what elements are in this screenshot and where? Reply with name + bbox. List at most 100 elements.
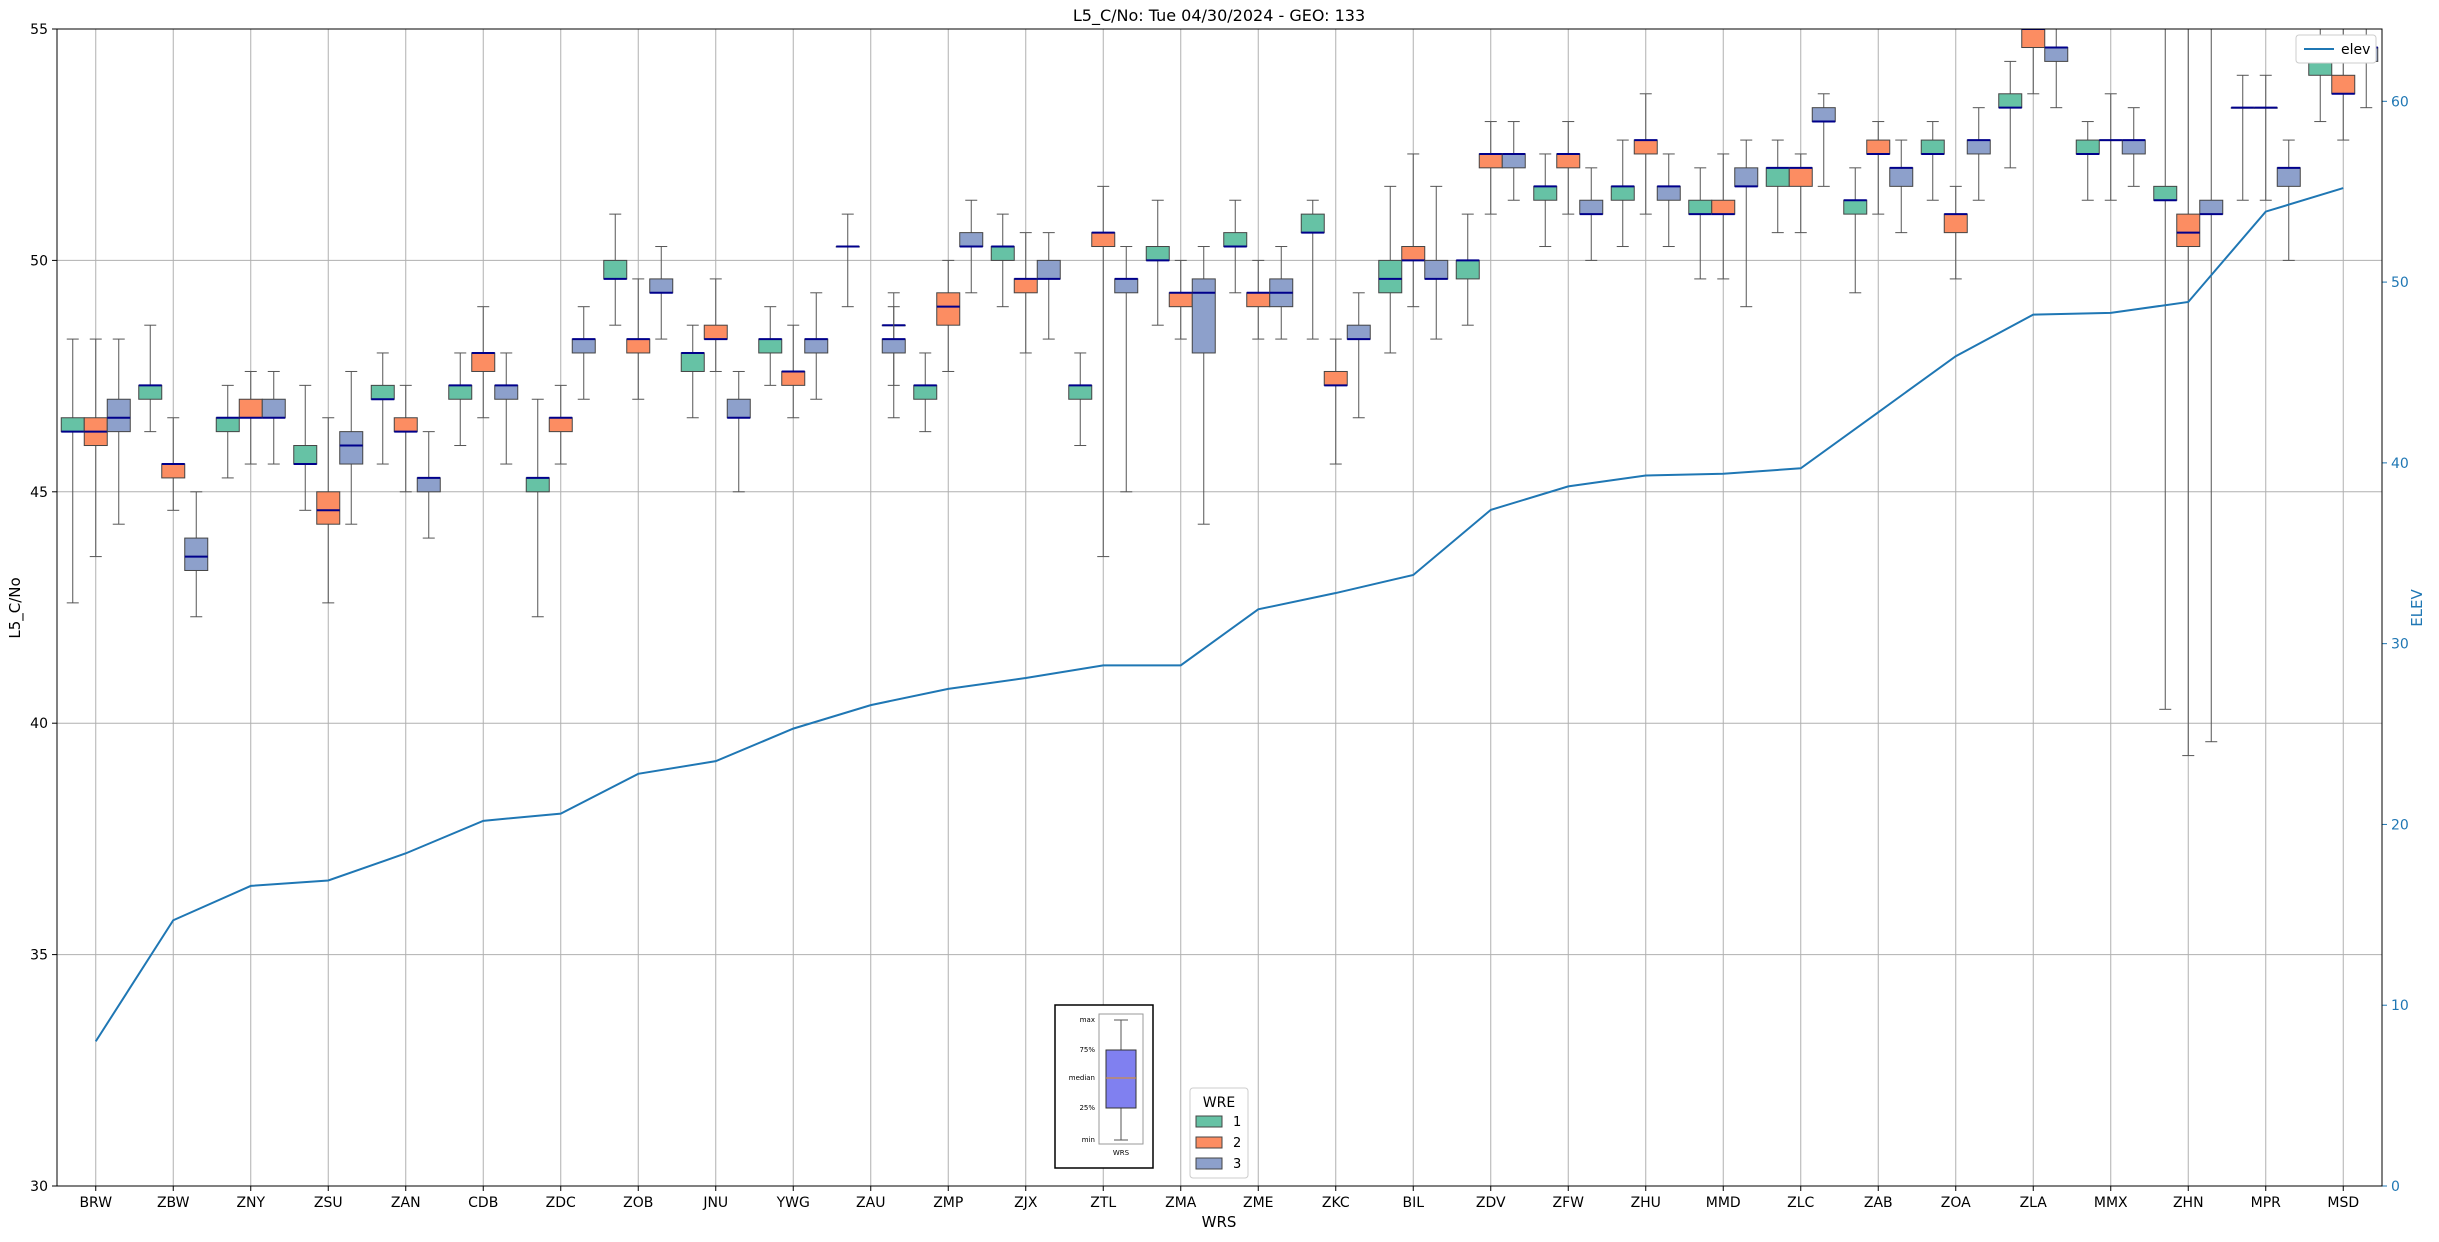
y-axis-label: L5_C/No <box>6 577 25 638</box>
x-tick-label: ZNY <box>236 1195 265 1211</box>
iqr-box <box>1998 93 2023 109</box>
wre-legend: WRE 1 2 3 <box>1189 1087 1249 1179</box>
wre-legend-title: WRE <box>1203 1095 1235 1111</box>
iqr-box <box>781 370 806 386</box>
iqr-box <box>1300 213 1325 234</box>
x-tick-label: JNU <box>702 1195 728 1211</box>
x-tick-label: ZJX <box>1014 1195 1038 1211</box>
iqr-box <box>1734 167 1759 187</box>
iqr-box <box>649 278 674 294</box>
box-key-box <box>1105 1049 1137 1109</box>
iqr-box <box>913 384 938 400</box>
x-tick-label: ZME <box>1243 1195 1274 1211</box>
box-key-xlabel: WRS <box>1113 1149 1130 1157</box>
box-mpr-wre2 <box>2253 74 2278 201</box>
box-zmp-wre2 <box>936 259 961 372</box>
box-zsu-wre1 <box>293 384 318 511</box>
iqr-box <box>1966 139 1991 155</box>
box-cdb-wre1 <box>448 352 473 447</box>
x-tick-label: YWG <box>776 1195 810 1211</box>
iqr-box <box>471 352 496 372</box>
box-zhu-wre1 <box>1610 139 1635 248</box>
x-tick-label: ZTL <box>1090 1195 1116 1211</box>
x-tick-label: ZHU <box>1631 1195 1661 1211</box>
iqr-box <box>1711 199 1736 215</box>
y2-tick-label: 20 <box>2391 817 2409 833</box>
y2-tick-label: 0 <box>2391 1179 2400 1195</box>
iqr-box <box>1424 259 1449 280</box>
box-zlc-wre2 <box>1788 153 1813 234</box>
box-mpr-wre1 <box>2230 74 2255 201</box>
x-tick-label: ZBW <box>157 1195 190 1211</box>
box-ztl-wre3 <box>1114 246 1139 493</box>
box-zbw-wre2 <box>161 417 186 511</box>
box-zob-wre2 <box>626 278 651 400</box>
box-jnu-wre1 <box>680 324 705 419</box>
iqr-box <box>548 417 573 433</box>
x-tick-label: ZDC <box>546 1195 576 1211</box>
x-tick-label: MPR <box>2251 1195 2282 1211</box>
box-zhu-wre3 <box>1656 153 1681 248</box>
iqr-box <box>1323 370 1348 386</box>
box-zkc-wre3 <box>1346 292 1371 419</box>
box-zme-wre3 <box>1269 246 1294 340</box>
iqr-box <box>448 384 473 400</box>
x-tick-label: MMX <box>2094 1195 2128 1211</box>
iqr-box <box>1114 278 1139 294</box>
box-zbw-wre3 <box>184 491 209 618</box>
y2-tick-label: 30 <box>2391 637 2409 653</box>
iqr-box <box>626 338 651 354</box>
x-tick-label: ZKC <box>1322 1195 1350 1211</box>
box-zab-wre2 <box>1866 121 1891 215</box>
iqr-box <box>680 352 705 372</box>
y2-tick-label: 40 <box>2391 456 2409 472</box>
iqr-box <box>1455 259 1480 280</box>
box-brw-wre2 <box>83 338 108 558</box>
iqr-box <box>525 477 550 493</box>
box-zme-wre2 <box>1246 259 1271 340</box>
y2-tick-label: 50 <box>2391 275 2409 291</box>
box-brw-wre1 <box>60 338 85 604</box>
iqr-box <box>494 384 519 400</box>
box-ywg-wre3 <box>804 292 829 400</box>
box-zhn-wre2 <box>2176 29 2201 757</box>
box-zdv-wre3 <box>1501 121 1526 201</box>
box-jnu-wre2 <box>703 278 728 372</box>
box-ztl-wre1 <box>1068 352 1093 447</box>
iqr-box <box>138 384 163 400</box>
box-zla-wre3 <box>2044 29 2069 109</box>
box-zab-wre3 <box>1889 139 1914 234</box>
iqr-box <box>370 384 395 400</box>
y-tick-label: 35 <box>30 948 48 964</box>
box-zau-wre3 <box>881 306 906 419</box>
wre-legend-label: 3 <box>1233 1157 1241 1172</box>
box-zjx-wre1 <box>990 213 1015 308</box>
box-zau-wre1 <box>835 213 860 308</box>
iqr-box <box>1610 185 1635 201</box>
iqr-box <box>1811 107 1836 123</box>
iqr-box <box>2331 74 2356 95</box>
iqr-box <box>1843 199 1868 215</box>
wre-legend-swatch <box>1195 1115 1223 1128</box>
box-zny-wre3 <box>261 370 286 465</box>
box-zmp-wre3 <box>959 199 984 294</box>
box-zma-wre2 <box>1168 259 1193 340</box>
y-tick-label: 55 <box>30 22 48 38</box>
iqr-box <box>2176 213 2201 248</box>
x-axis-label: WRS <box>1202 1213 1237 1231</box>
grid-lines <box>57 28 2382 1187</box>
box-zsu-wre2 <box>316 417 341 604</box>
box-zme-wre1 <box>1223 199 1248 294</box>
x-tick-label: ZFW <box>1553 1195 1585 1211</box>
box-zob-wre3 <box>649 246 674 340</box>
elev-legend-frame <box>2295 34 2377 64</box>
iqr-box <box>184 537 209 571</box>
iqr-box <box>1091 232 1116 248</box>
elev-line <box>94 187 2344 1042</box>
iqr-box <box>990 246 1015 261</box>
x-tick-label: ZOA <box>1941 1195 1971 1211</box>
x-tick-label: ZAN <box>391 1195 421 1211</box>
iqr-box <box>1501 153 1526 169</box>
iqr-box <box>1765 167 1790 187</box>
